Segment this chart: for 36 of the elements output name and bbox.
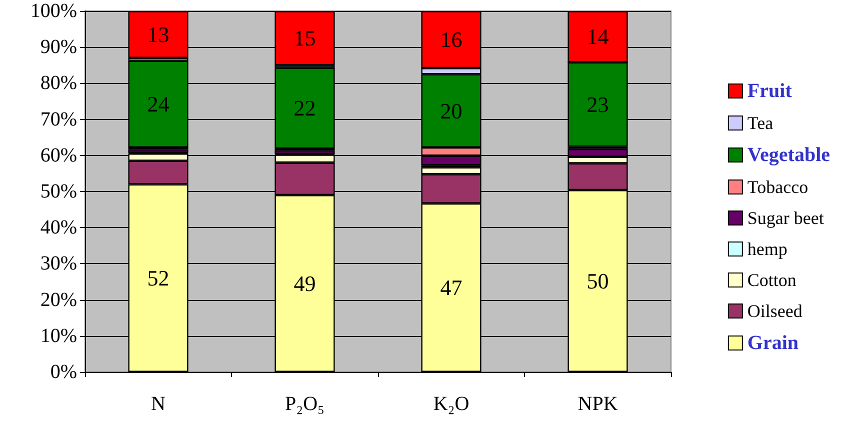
y-tick-label: 60% — [40, 144, 77, 166]
legend-label: Fruit — [747, 80, 792, 102]
x-tick-label: P₂O₅ — [284, 393, 325, 415]
data-label: 13 — [147, 22, 170, 47]
y-tick-label: 50% — [40, 180, 77, 202]
y-tick-label: 70% — [40, 108, 77, 130]
x-tick-label: N — [151, 393, 166, 415]
legend-label: Cotton — [747, 270, 796, 290]
data-label: 20 — [440, 98, 462, 124]
data-label: 47 — [440, 275, 462, 300]
legend-label: Tea — [747, 113, 774, 133]
y-tick-label: 40% — [40, 216, 77, 239]
legend-label: Sugar beet — [747, 208, 824, 228]
data-label: 23 — [586, 92, 609, 117]
data-label: 22 — [294, 96, 316, 121]
legend-label: Grain — [747, 332, 799, 354]
y-tick-label: 0% — [50, 361, 77, 383]
x-tick-label: NPK — [578, 393, 618, 415]
data-label: 24 — [147, 92, 170, 117]
data-label: 14 — [586, 24, 609, 50]
data-label: 15 — [294, 26, 316, 51]
y-tick-label: 100% — [30, 0, 77, 22]
legend-label: Oilseed — [747, 301, 802, 321]
y-tick-label: 80% — [40, 72, 77, 94]
data-label: 16 — [440, 27, 462, 52]
y-tick-label: 90% — [40, 36, 77, 58]
y-tick-label: 10% — [40, 324, 77, 347]
legend-label: hemp — [747, 239, 788, 259]
legend-label: Vegetable — [747, 144, 830, 166]
data-label: 49 — [294, 271, 316, 296]
x-tick-label: K₂O — [433, 393, 470, 415]
data-label: 52 — [147, 266, 170, 291]
y-tick-label: 20% — [40, 288, 77, 311]
y-tick-label: 30% — [40, 252, 77, 275]
data-label: 50 — [586, 268, 609, 294]
legend-label: Tobacco — [747, 177, 808, 197]
